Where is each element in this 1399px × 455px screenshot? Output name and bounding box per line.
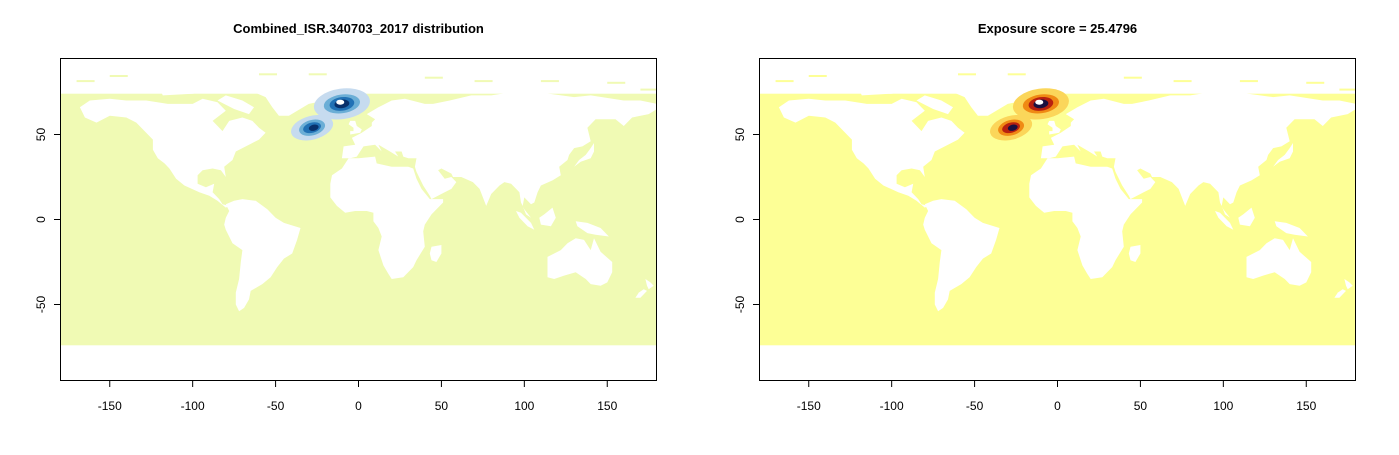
landmass-eurasia bbox=[1040, 90, 1356, 218]
hotspot-blob bbox=[308, 124, 319, 131]
x-tick-label: -150 bbox=[98, 399, 122, 413]
arctic-ocean-cell bbox=[109, 75, 128, 77]
landmass-japan bbox=[1273, 143, 1293, 167]
landmass-baffin-island bbox=[916, 95, 953, 115]
landmass-arctic-islands bbox=[159, 80, 251, 96]
landmass-svalbard bbox=[1077, 83, 1101, 89]
landmass-new-zealand-south bbox=[635, 289, 647, 298]
arctic-ocean-cell bbox=[424, 76, 443, 79]
arctic-ocean-cell bbox=[540, 80, 559, 83]
landmass-australia bbox=[547, 238, 613, 286]
hotspot-blob bbox=[1007, 124, 1018, 131]
landmass-great-britain bbox=[348, 120, 362, 135]
hotspot-land-gap bbox=[336, 99, 345, 105]
arctic-ocean-cell bbox=[474, 80, 493, 83]
x-tick-label: 150 bbox=[1296, 399, 1316, 413]
arctic-ocean-cell bbox=[775, 80, 794, 83]
x-tick-label: 50 bbox=[435, 399, 449, 413]
map-area-0 bbox=[60, 73, 657, 346]
landmass-madagascar bbox=[429, 245, 442, 262]
y-tick-label: -50 bbox=[733, 296, 747, 314]
landmass-new-zealand-north bbox=[1344, 279, 1353, 290]
x-tick-label: -100 bbox=[181, 399, 205, 413]
landmass-baffin-island bbox=[217, 95, 254, 115]
landmass-borneo bbox=[1238, 207, 1255, 227]
landmass-south-america bbox=[923, 199, 1000, 312]
x-tick-label: 0 bbox=[1054, 399, 1061, 413]
y-tick-label: 0 bbox=[733, 216, 747, 223]
landmass-new-zealand-north bbox=[645, 279, 654, 290]
landmass-new-guinea bbox=[575, 221, 609, 237]
arctic-ocean-cell bbox=[1123, 76, 1142, 79]
x-tick-label: -50 bbox=[966, 399, 984, 413]
x-tick-label: 100 bbox=[514, 399, 534, 413]
landmass-greenland bbox=[237, 78, 329, 116]
landmass-africa bbox=[1029, 156, 1143, 279]
x-tick-label: -150 bbox=[797, 399, 821, 413]
panel-title-exposure: Exposure score = 25.4796 bbox=[977, 21, 1138, 36]
arctic-ocean-cell bbox=[1306, 81, 1325, 84]
arctic-ocean-cell bbox=[1339, 88, 1356, 91]
arctic-ocean-cell bbox=[1007, 73, 1026, 76]
map-area-1 bbox=[759, 73, 1356, 346]
landmass-svalbard bbox=[378, 83, 402, 89]
landmass-japan bbox=[574, 143, 594, 167]
x-tick-label: 150 bbox=[597, 399, 617, 413]
y-tick-label: 50 bbox=[733, 128, 747, 142]
y-tick-label: 50 bbox=[34, 128, 48, 142]
landmass-new-guinea bbox=[1274, 221, 1308, 237]
landmass-greenland bbox=[936, 78, 1028, 116]
arctic-ocean-cell bbox=[308, 73, 327, 76]
x-tick-label: 0 bbox=[355, 399, 362, 413]
landmass-sumatra bbox=[1215, 211, 1234, 230]
plot-frame bbox=[60, 58, 657, 381]
landmass-arctic-islands bbox=[858, 80, 950, 96]
x-tick-label: 50 bbox=[1134, 399, 1148, 413]
y-tick-label: -50 bbox=[34, 296, 48, 314]
landmass-borneo bbox=[539, 207, 556, 227]
panel-title-distribution: Combined_ISR.340703_2017 distribution bbox=[233, 21, 484, 36]
arctic-ocean-cell bbox=[640, 88, 657, 91]
x-tick-label: 100 bbox=[1213, 399, 1233, 413]
arctic-ocean-cell bbox=[259, 73, 277, 76]
arctic-ocean-cell bbox=[958, 73, 976, 76]
landmass-south-america bbox=[224, 199, 301, 312]
landmass-sumatra bbox=[516, 211, 535, 230]
landmass-australia bbox=[1246, 238, 1312, 286]
arctic-ocean-cell bbox=[1173, 80, 1192, 83]
arctic-ocean-cell bbox=[76, 80, 95, 83]
landmass-new-zealand-south bbox=[1334, 289, 1346, 298]
arctic-ocean-cell bbox=[808, 75, 827, 77]
landmass-eurasia bbox=[341, 90, 657, 218]
landmass-great-britain bbox=[1047, 120, 1061, 135]
landmass-north-america bbox=[79, 98, 266, 208]
arctic-ocean-cell bbox=[1239, 80, 1258, 83]
x-tick-label: -100 bbox=[880, 399, 904, 413]
arctic-ocean-cell bbox=[607, 81, 626, 84]
hotspot-land-gap bbox=[1035, 99, 1044, 105]
landmass-africa bbox=[330, 156, 444, 279]
plot-frame bbox=[759, 58, 1356, 381]
y-tick-label: 0 bbox=[34, 216, 48, 223]
x-tick-label: -50 bbox=[267, 399, 285, 413]
landmass-madagascar bbox=[1128, 245, 1141, 262]
landmass-north-america bbox=[778, 98, 965, 208]
